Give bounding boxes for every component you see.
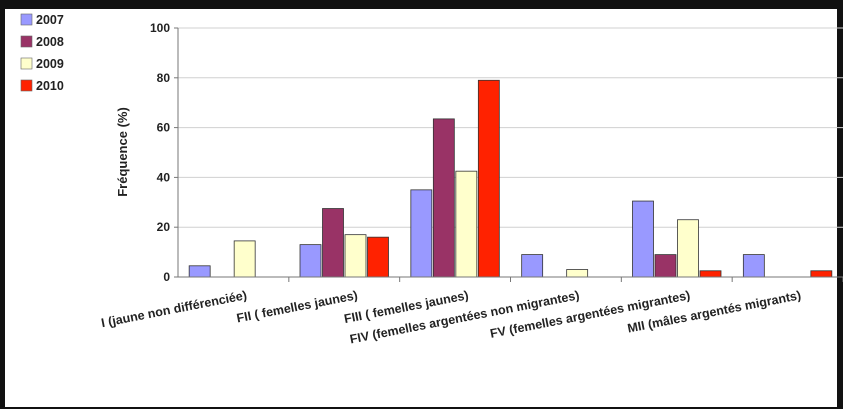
bar-2009-3: [566, 269, 589, 278]
bar-2010-1: [367, 236, 389, 278]
bar-2007-4: [632, 200, 654, 278]
bar-2010-4: [699, 270, 722, 278]
bar-2009-4: [677, 219, 699, 278]
bar-2010-2: [477, 79, 500, 278]
legend-label-2008: 2008: [36, 35, 64, 49]
gridlines: [178, 27, 843, 228]
y-tick-label: 0: [163, 270, 170, 284]
legend-swatch-2010: [20, 79, 33, 92]
legend-swatch-2008: [20, 35, 33, 48]
bar-2007-2: [410, 189, 433, 278]
legend-label-2010: 2010: [36, 79, 64, 93]
bars: [188, 79, 833, 278]
y-tick-labels: 0 20 40 60 80 100: [150, 21, 170, 284]
y-tick-label: 80: [157, 71, 171, 85]
legend-swatch-2009: [20, 57, 33, 70]
bar-2007-1: [299, 244, 322, 278]
bar-2007-0: [188, 265, 211, 278]
legend-label-2007: 2007: [36, 13, 64, 27]
legend: 2007 2008 2009 2010: [20, 13, 64, 93]
bar-2009-0: [233, 240, 256, 278]
bar-2007-5: [742, 254, 765, 278]
bar-2007-3: [521, 254, 544, 278]
bar-2010-5: [810, 270, 833, 278]
bar-2008-1: [322, 208, 344, 278]
bar-2009-1: [344, 234, 367, 278]
bar-2009-2: [455, 170, 478, 278]
y-tick-label: 60: [157, 121, 171, 135]
bar-2008-4: [654, 254, 677, 278]
category-label: FII ( femelles jaunes): [235, 288, 358, 325]
y-tick-label: 100: [150, 21, 170, 35]
axes: [174, 27, 843, 282]
y-axis-label: Fréquence (%): [115, 107, 130, 197]
bar-2008-2: [432, 118, 455, 278]
y-tick-label: 20: [157, 220, 171, 234]
y-tick-label: 40: [157, 170, 171, 184]
category-label: I (jaune non différenciée): [100, 288, 248, 330]
category-labels: I (jaune non différenciée)FII ( femelles…: [100, 288, 802, 346]
legend-label-2009: 2009: [36, 57, 64, 71]
legend-swatch-2007: [20, 13, 33, 26]
